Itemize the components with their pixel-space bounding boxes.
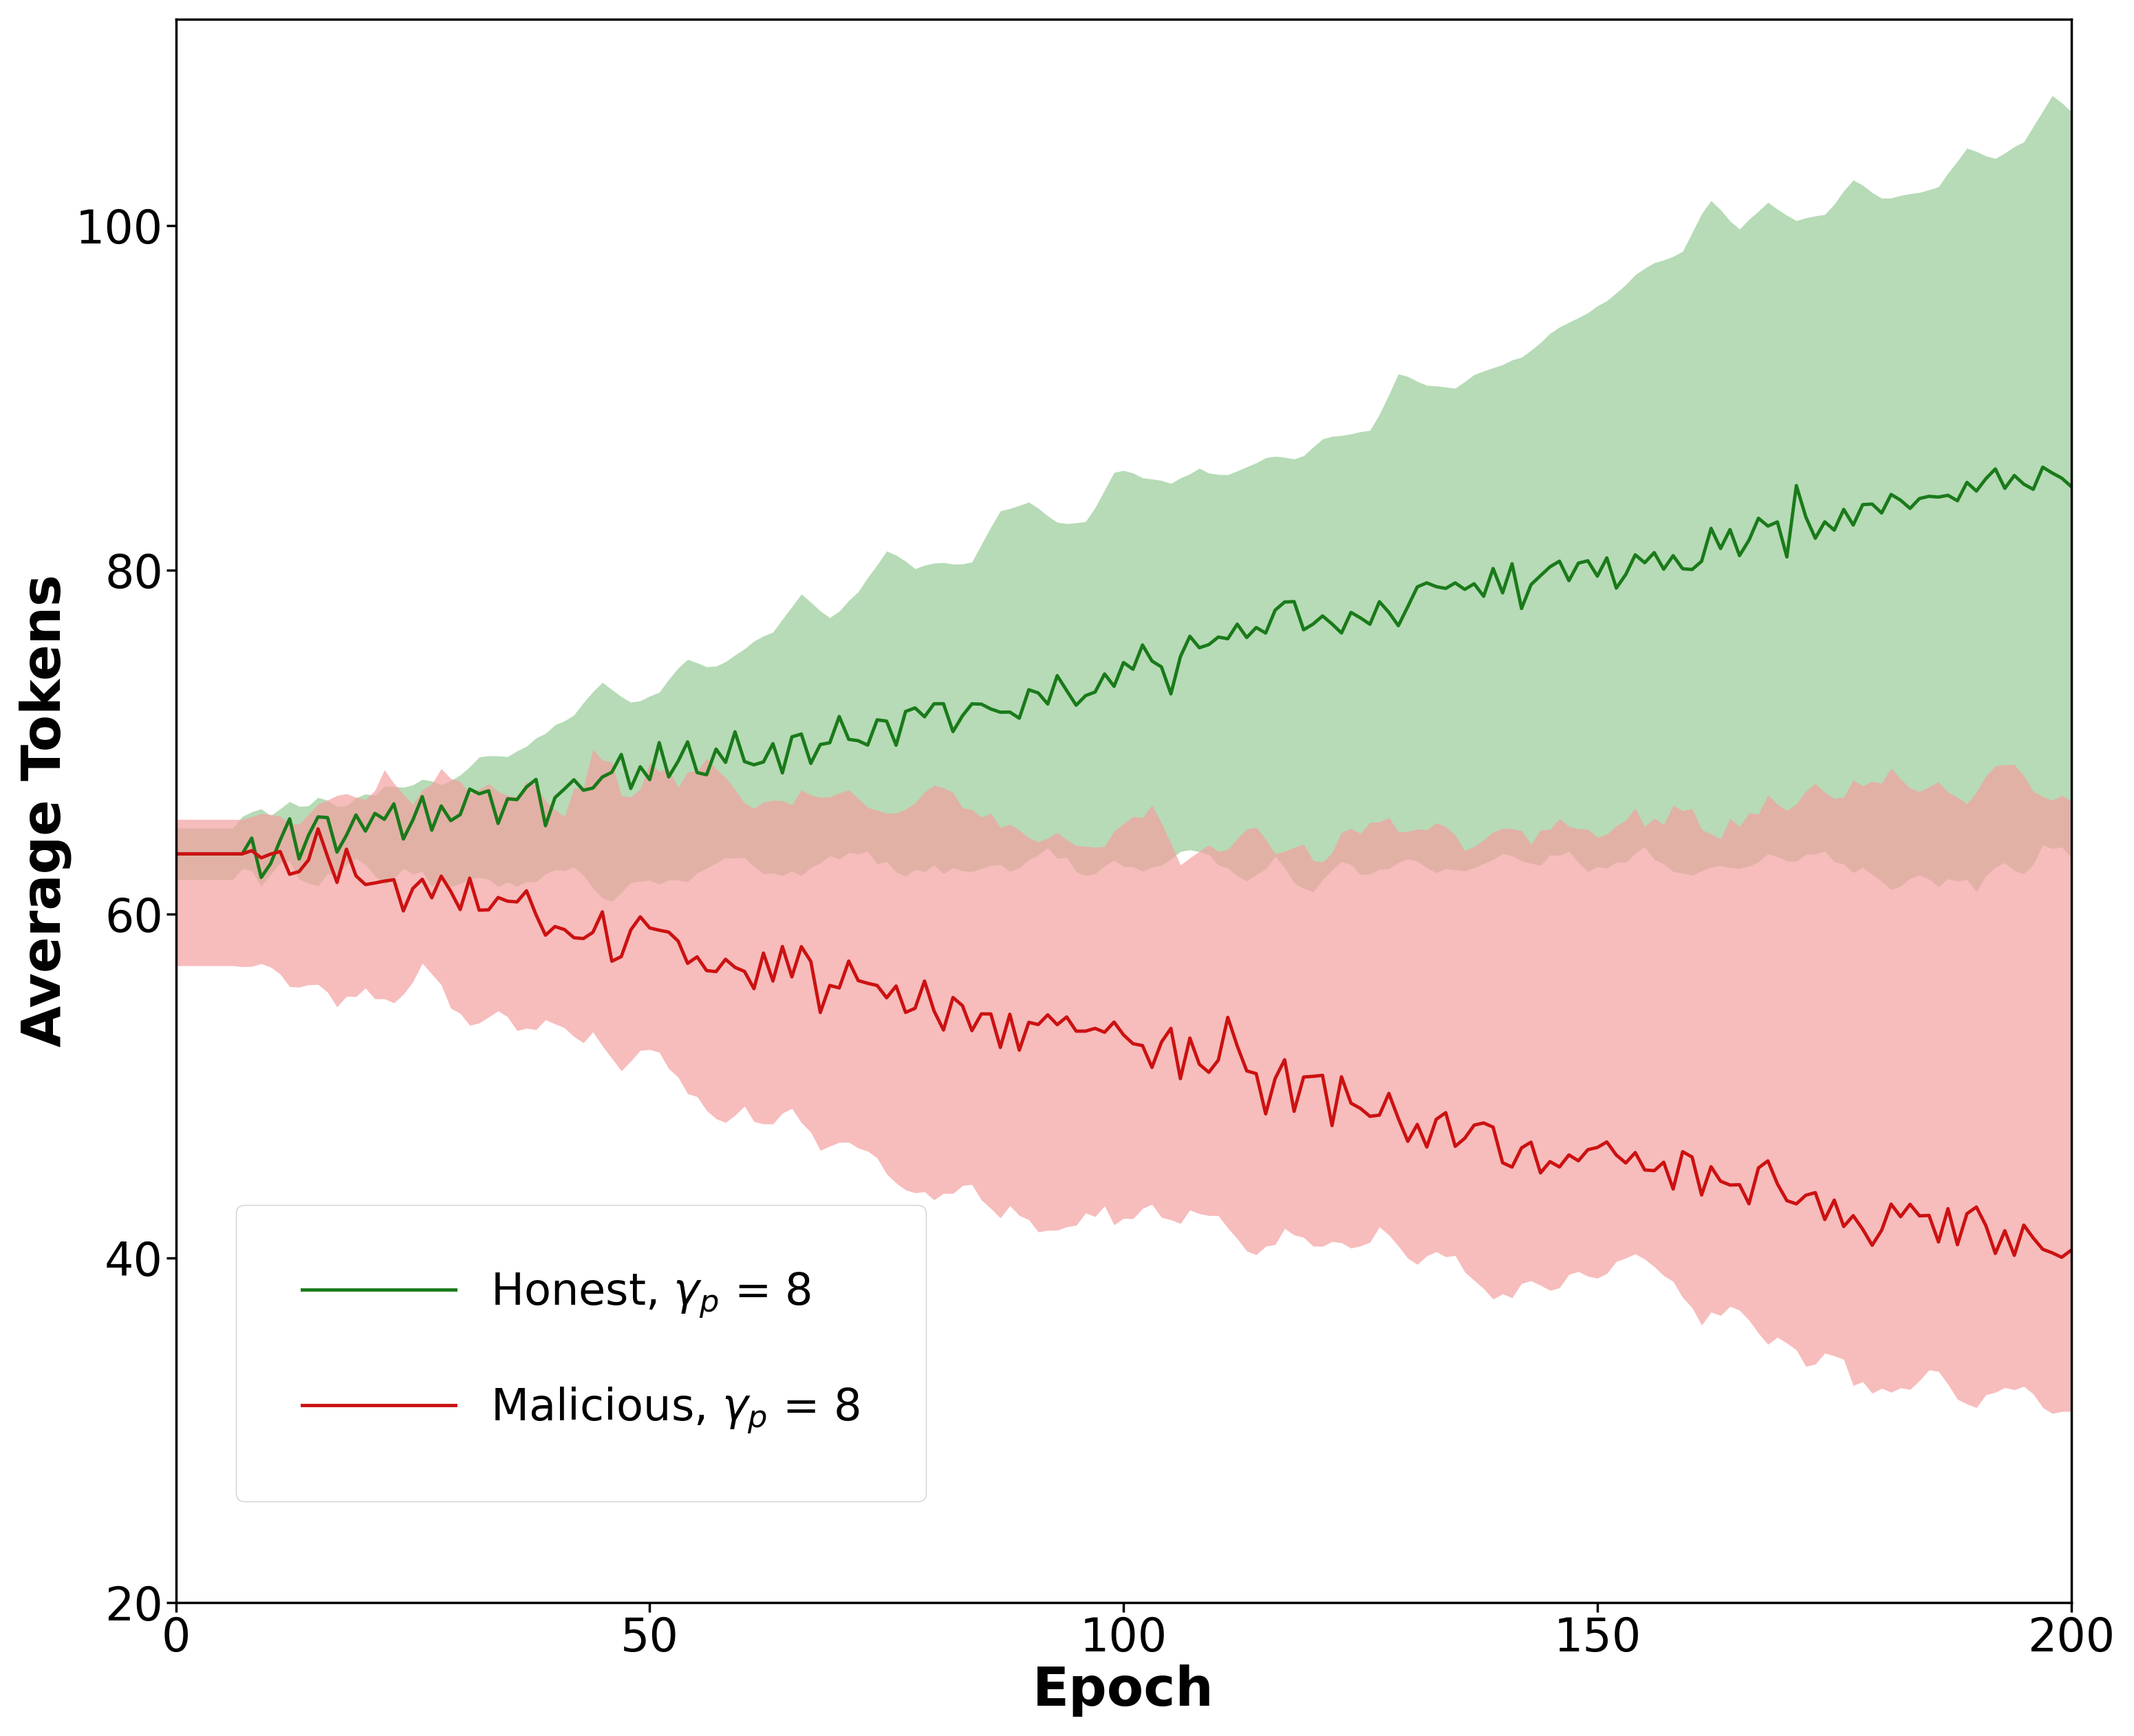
Malicious, $\gamma_p$ = 8 xyxy=(162,844,188,865)
Malicious, $\gamma_p$ = 8 xyxy=(864,976,890,996)
Malicious, $\gamma_p$ = 8 xyxy=(173,844,198,865)
X-axis label: Epoch: Epoch xyxy=(1033,1665,1214,1717)
Malicious, $\gamma_p$ = 8 xyxy=(1195,1062,1221,1083)
Y-axis label: Average Tokens: Average Tokens xyxy=(19,575,73,1047)
Honest, $\gamma_p$ = 8 xyxy=(2059,476,2085,496)
Honest, $\gamma_p$ = 8 xyxy=(1195,634,1221,654)
Honest, $\gamma_p$ = 8 xyxy=(969,694,994,715)
Honest, $\gamma_p$ = 8 xyxy=(2029,457,2055,477)
Malicious, $\gamma_p$ = 8 xyxy=(1908,1205,1933,1226)
Honest, $\gamma_p$ = 8 xyxy=(248,866,273,887)
Malicious, $\gamma_p$ = 8 xyxy=(969,1003,994,1024)
Honest, $\gamma_p$ = 8 xyxy=(162,844,188,865)
Honest, $\gamma_p$ = 8 xyxy=(173,844,198,865)
Line: Malicious, $\gamma_p$ = 8: Malicious, $\gamma_p$ = 8 xyxy=(175,828,2072,1257)
Malicious, $\gamma_p$ = 8 xyxy=(305,818,331,838)
Malicious, $\gamma_p$ = 8 xyxy=(344,866,369,887)
Honest, $\gamma_p$ = 8 xyxy=(344,804,369,825)
Malicious, $\gamma_p$ = 8 xyxy=(2059,1240,2085,1260)
Legend: Honest, $\gamma_p$ = 8, Malicious, $\gamma_p$ = 8: Honest, $\gamma_p$ = 8, Malicious, $\gam… xyxy=(235,1205,926,1502)
Honest, $\gamma_p$ = 8 xyxy=(1908,488,1933,509)
Line: Honest, $\gamma_p$ = 8: Honest, $\gamma_p$ = 8 xyxy=(175,467,2072,877)
Honest, $\gamma_p$ = 8 xyxy=(864,710,890,731)
Malicious, $\gamma_p$ = 8 xyxy=(2049,1246,2074,1267)
